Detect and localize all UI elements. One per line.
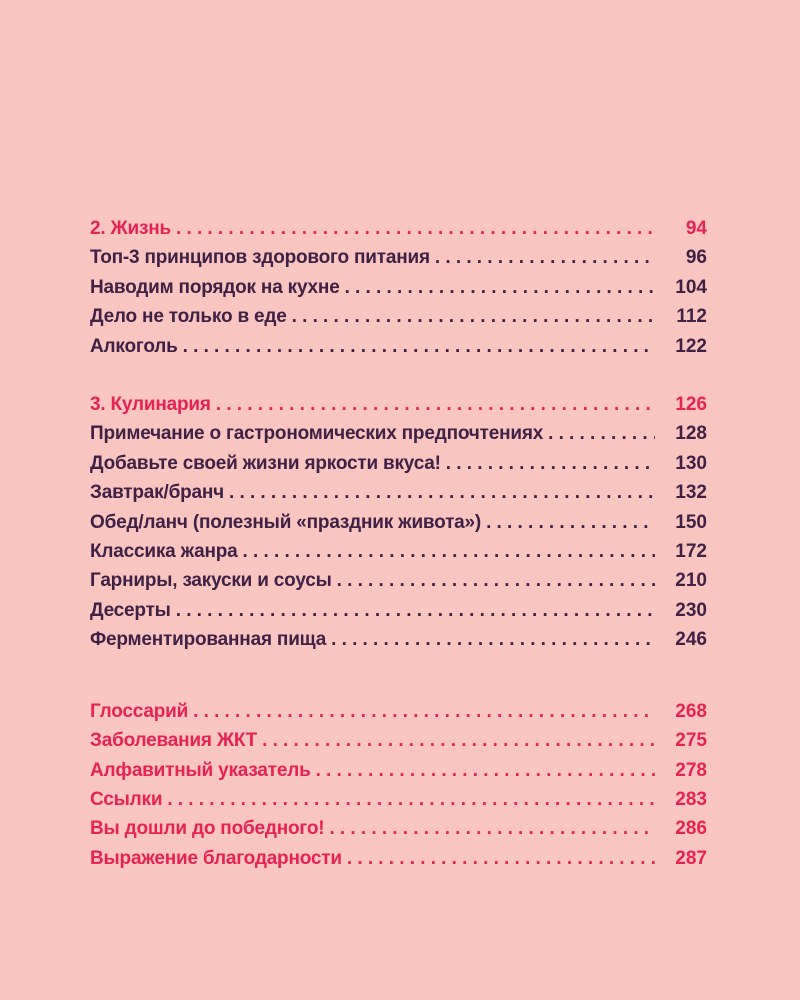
- toc-row[interactable]: Наводим порядок на кухне ...............…: [90, 273, 707, 302]
- dot-leader: ........................................…: [336, 570, 655, 592]
- toc-row[interactable]: Выражение благодарности ................…: [90, 844, 707, 873]
- toc-row[interactable]: Ферментированная пища ..................…: [90, 625, 707, 654]
- toc-entry-page-number: 172: [675, 541, 707, 563]
- toc-entry-label: Выражение благодарности: [90, 847, 342, 869]
- toc-row[interactable]: Дело не только в еде ...................…: [90, 302, 707, 331]
- toc-entry-page-number: 283: [675, 788, 707, 810]
- toc-entry-label: Добавьте своей жизни яркости вкуса!: [90, 452, 441, 474]
- toc-entry-page-number: 126: [675, 394, 707, 416]
- toc-entry-label: Топ-3 принципов здорового питания: [90, 247, 430, 269]
- toc-entry-page-number: 104: [675, 276, 707, 298]
- dot-leader: ........................................…: [291, 306, 655, 328]
- dot-leader: ........................................…: [175, 218, 655, 239]
- toc-entry-page-number: 128: [675, 423, 707, 445]
- toc-row[interactable]: Классика жанра .........................…: [90, 537, 707, 566]
- toc-entry-label: Заболевания ЖКТ: [90, 730, 258, 752]
- toc-entry-page-number: 275: [675, 730, 707, 752]
- toc-entry-label: Наводим порядок на кухне: [90, 276, 340, 298]
- dot-leader: ........................................…: [329, 818, 655, 840]
- toc-entry-label: Обед/ланч (полезный «праздник живота»): [90, 511, 482, 533]
- toc-row[interactable]: Десерты ................................…: [90, 596, 707, 625]
- toc-entry-page-number: 96: [685, 247, 707, 269]
- toc-entry-page-number: 268: [675, 700, 707, 722]
- dot-leader: ........................................…: [262, 730, 655, 752]
- toc-entry-page-number: 122: [675, 335, 707, 357]
- toc-entry-page-number: 150: [675, 511, 707, 533]
- toc-entry-page-number: 210: [675, 570, 707, 592]
- toc-entry-page-number: 230: [675, 599, 707, 621]
- toc-section: 3. Кулинария ...........................…: [90, 390, 707, 655]
- toc-section: 2. Жизнь ...............................…: [90, 214, 707, 361]
- toc-section: Глоссарий ..............................…: [90, 697, 707, 873]
- toc-list: 2. Жизнь ...............................…: [90, 214, 707, 873]
- dot-leader: ........................................…: [344, 276, 655, 298]
- toc-entry-label: Десерты: [90, 599, 171, 621]
- toc-row[interactable]: Алфавитный указатель ...................…: [90, 756, 707, 785]
- dot-leader: ........................................…: [193, 700, 655, 722]
- toc-row[interactable]: 3. Кулинария ...........................…: [90, 390, 707, 419]
- toc-row[interactable]: Вы дошли до победного! .................…: [90, 814, 707, 843]
- toc-row[interactable]: Заболевания ЖКТ ........................…: [90, 726, 707, 755]
- dot-leader: ........................................…: [182, 335, 655, 357]
- toc-entry-page-number: 132: [675, 482, 707, 504]
- toc-entry-page-number: 246: [675, 629, 707, 651]
- dot-leader: ........................................…: [215, 394, 655, 416]
- toc-entry-label: Алфавитный указатель: [90, 759, 311, 781]
- toc-row[interactable]: Глоссарий ..............................…: [90, 697, 707, 726]
- dot-leader: ........................................…: [167, 788, 655, 810]
- dot-leader: ........................................…: [346, 847, 655, 869]
- dot-leader: ........................................…: [315, 759, 655, 781]
- toc-entry-page-number: 286: [675, 818, 707, 840]
- toc-row[interactable]: Обед/ланч (полезный «праздник живота») .…: [90, 508, 707, 537]
- toc-entry-page-number: 130: [675, 452, 707, 474]
- dot-leader: ........................................…: [548, 423, 655, 445]
- toc-entry-label: Дело не только в еде: [90, 306, 287, 328]
- toc-row[interactable]: Ссылки .................................…: [90, 785, 707, 814]
- toc-row[interactable]: Добавьте своей жизни яркости вкуса! ....…: [90, 449, 707, 478]
- toc-row[interactable]: Завтрак/бранч ..........................…: [90, 478, 707, 507]
- toc-row[interactable]: Примечание о гастрономических предпочтен…: [90, 419, 707, 448]
- toc-entry-label: 2. Жизнь: [90, 218, 171, 239]
- dot-leader: ........................................…: [434, 247, 655, 269]
- dot-leader: ........................................…: [228, 482, 655, 504]
- toc-entry-page-number: 278: [675, 759, 707, 781]
- toc-entry-label: Вы дошли до победного!: [90, 818, 325, 840]
- toc-row[interactable]: Топ-3 принципов здорового питания ......…: [90, 243, 707, 272]
- toc-entry-label: Глоссарий: [90, 700, 189, 722]
- dot-leader: ........................................…: [486, 511, 655, 533]
- dot-leader: ........................................…: [445, 452, 655, 474]
- toc-entry-page-number: 287: [675, 847, 707, 869]
- toc-entry-label: Классика жанра: [90, 541, 238, 563]
- toc-entry-label: Ферментированная пища: [90, 629, 327, 651]
- dot-leader: ........................................…: [242, 541, 655, 563]
- dot-leader: ........................................…: [331, 629, 655, 651]
- toc-entry-label: Алкоголь: [90, 335, 178, 357]
- toc-row[interactable]: 2. Жизнь ...............................…: [90, 214, 707, 243]
- toc-row[interactable]: Гарниры, закуски и соусы ...............…: [90, 566, 707, 595]
- toc-entry-label: Ссылки: [90, 788, 163, 810]
- toc-entry-label: 3. Кулинария: [90, 394, 211, 416]
- toc-entry-page-number: 94: [685, 218, 707, 239]
- dot-leader: ........................................…: [175, 599, 655, 621]
- toc-entry-page-number: 112: [676, 306, 707, 328]
- toc-entry-label: Гарниры, закуски и соусы: [90, 570, 332, 592]
- toc-row[interactable]: Алкоголь ...............................…: [90, 332, 707, 361]
- toc-entry-label: Завтрак/бранч: [90, 482, 224, 504]
- toc-entry-label: Примечание о гастрономических предпочтен…: [90, 423, 544, 445]
